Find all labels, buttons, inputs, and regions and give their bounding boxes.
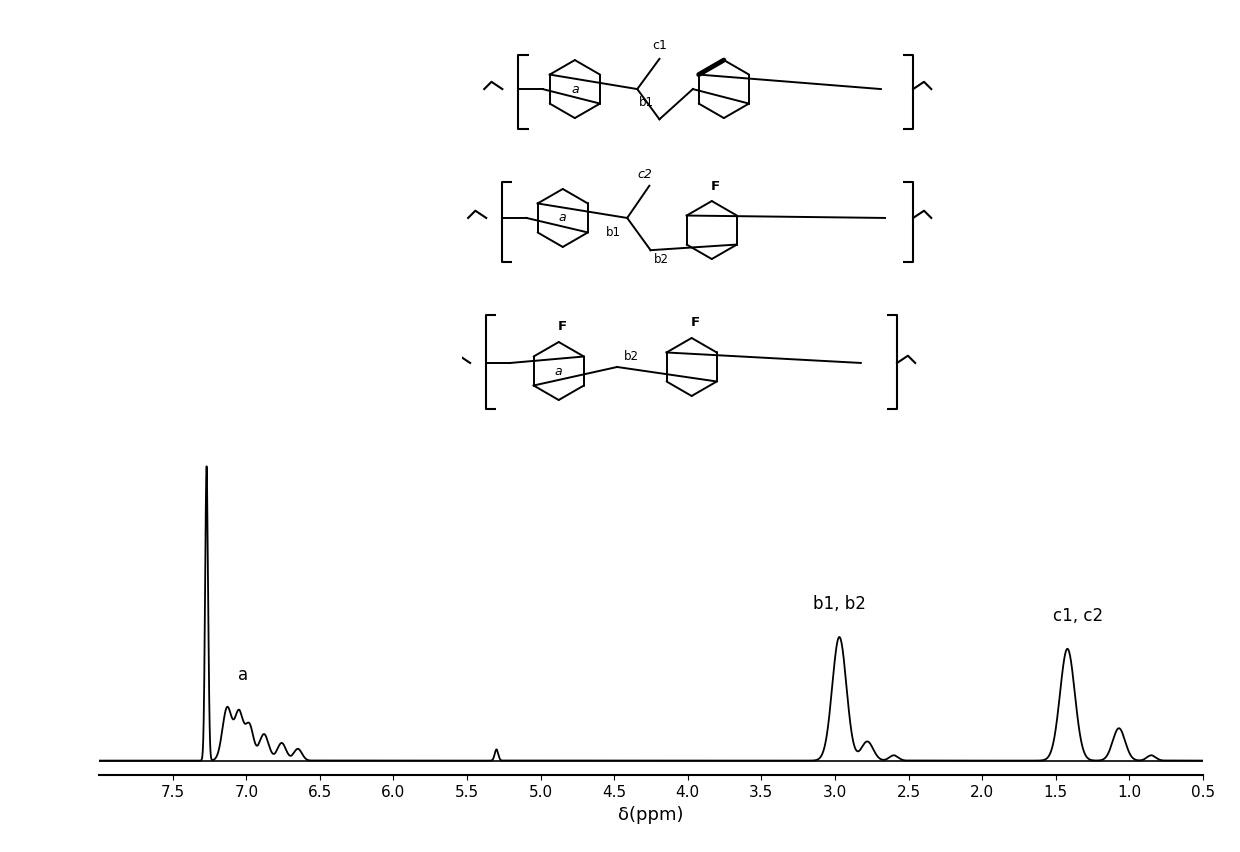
Text: a: a [238, 666, 248, 684]
Text: c1, c2: c1, c2 [1053, 607, 1102, 625]
Text: b2: b2 [624, 350, 639, 363]
Text: c1: c1 [652, 39, 667, 52]
Text: c2: c2 [637, 168, 652, 181]
Text: b2: b2 [653, 253, 668, 267]
Text: F: F [712, 180, 720, 193]
Text: F: F [558, 320, 568, 333]
Text: a: a [556, 365, 563, 377]
Text: b1: b1 [606, 226, 621, 239]
Text: b1: b1 [640, 96, 655, 109]
X-axis label: δ(ppm): δ(ppm) [619, 806, 683, 824]
Text: a: a [559, 211, 567, 224]
Text: b1, b2: b1, b2 [813, 596, 866, 613]
Text: F: F [691, 316, 701, 329]
Text: a: a [572, 83, 579, 95]
